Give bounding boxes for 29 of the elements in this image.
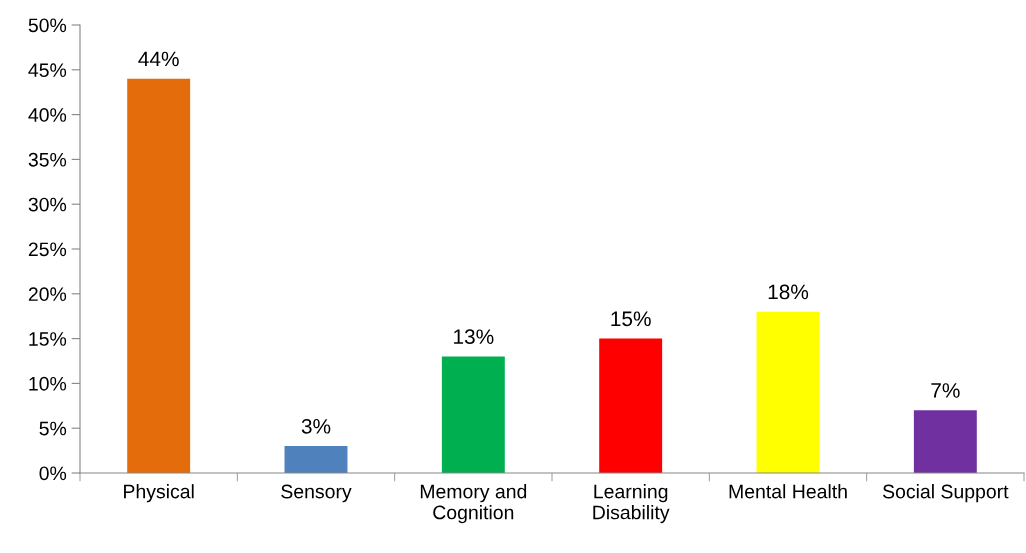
data-label: 13%: [454, 329, 494, 345]
y-tick-label: 0%: [39, 466, 67, 481]
bar: [284, 446, 348, 473]
x-tick-label: Learning Disability: [593, 484, 670, 524]
bar: [441, 356, 505, 473]
x-tick-label: Physical: [124, 484, 194, 503]
data-label: 7%: [931, 383, 960, 398]
y-tick-label: 15%: [29, 332, 67, 346]
data-label: 15%: [611, 311, 651, 327]
y-tick-label: 30%: [28, 197, 67, 212]
y-tick-label: 35%: [28, 152, 67, 167]
data-label: 3%: [301, 418, 331, 434]
y-tick-label: 50%: [28, 18, 67, 33]
y-tick-label: 25%: [28, 242, 67, 257]
data-label: 18%: [768, 284, 809, 300]
data-label: 44%: [138, 51, 179, 67]
y-tick-label: 5%: [39, 421, 67, 436]
y-tick-label: 45%: [28, 63, 67, 78]
bar: [913, 410, 977, 473]
x-tick-label: Memory and Cognition: [420, 484, 527, 524]
x-tick-label: Sensory: [281, 484, 352, 503]
y-tick-label: 40%: [28, 108, 67, 122]
x-tick-label: Mental Health: [729, 484, 847, 499]
y-tick-label: 10%: [29, 376, 67, 391]
x-tick-label: Social Support: [882, 484, 1009, 503]
bar: [599, 338, 663, 473]
bar: [127, 78, 191, 473]
bar: [756, 311, 820, 473]
y-tick-label: 20%: [28, 287, 67, 302]
